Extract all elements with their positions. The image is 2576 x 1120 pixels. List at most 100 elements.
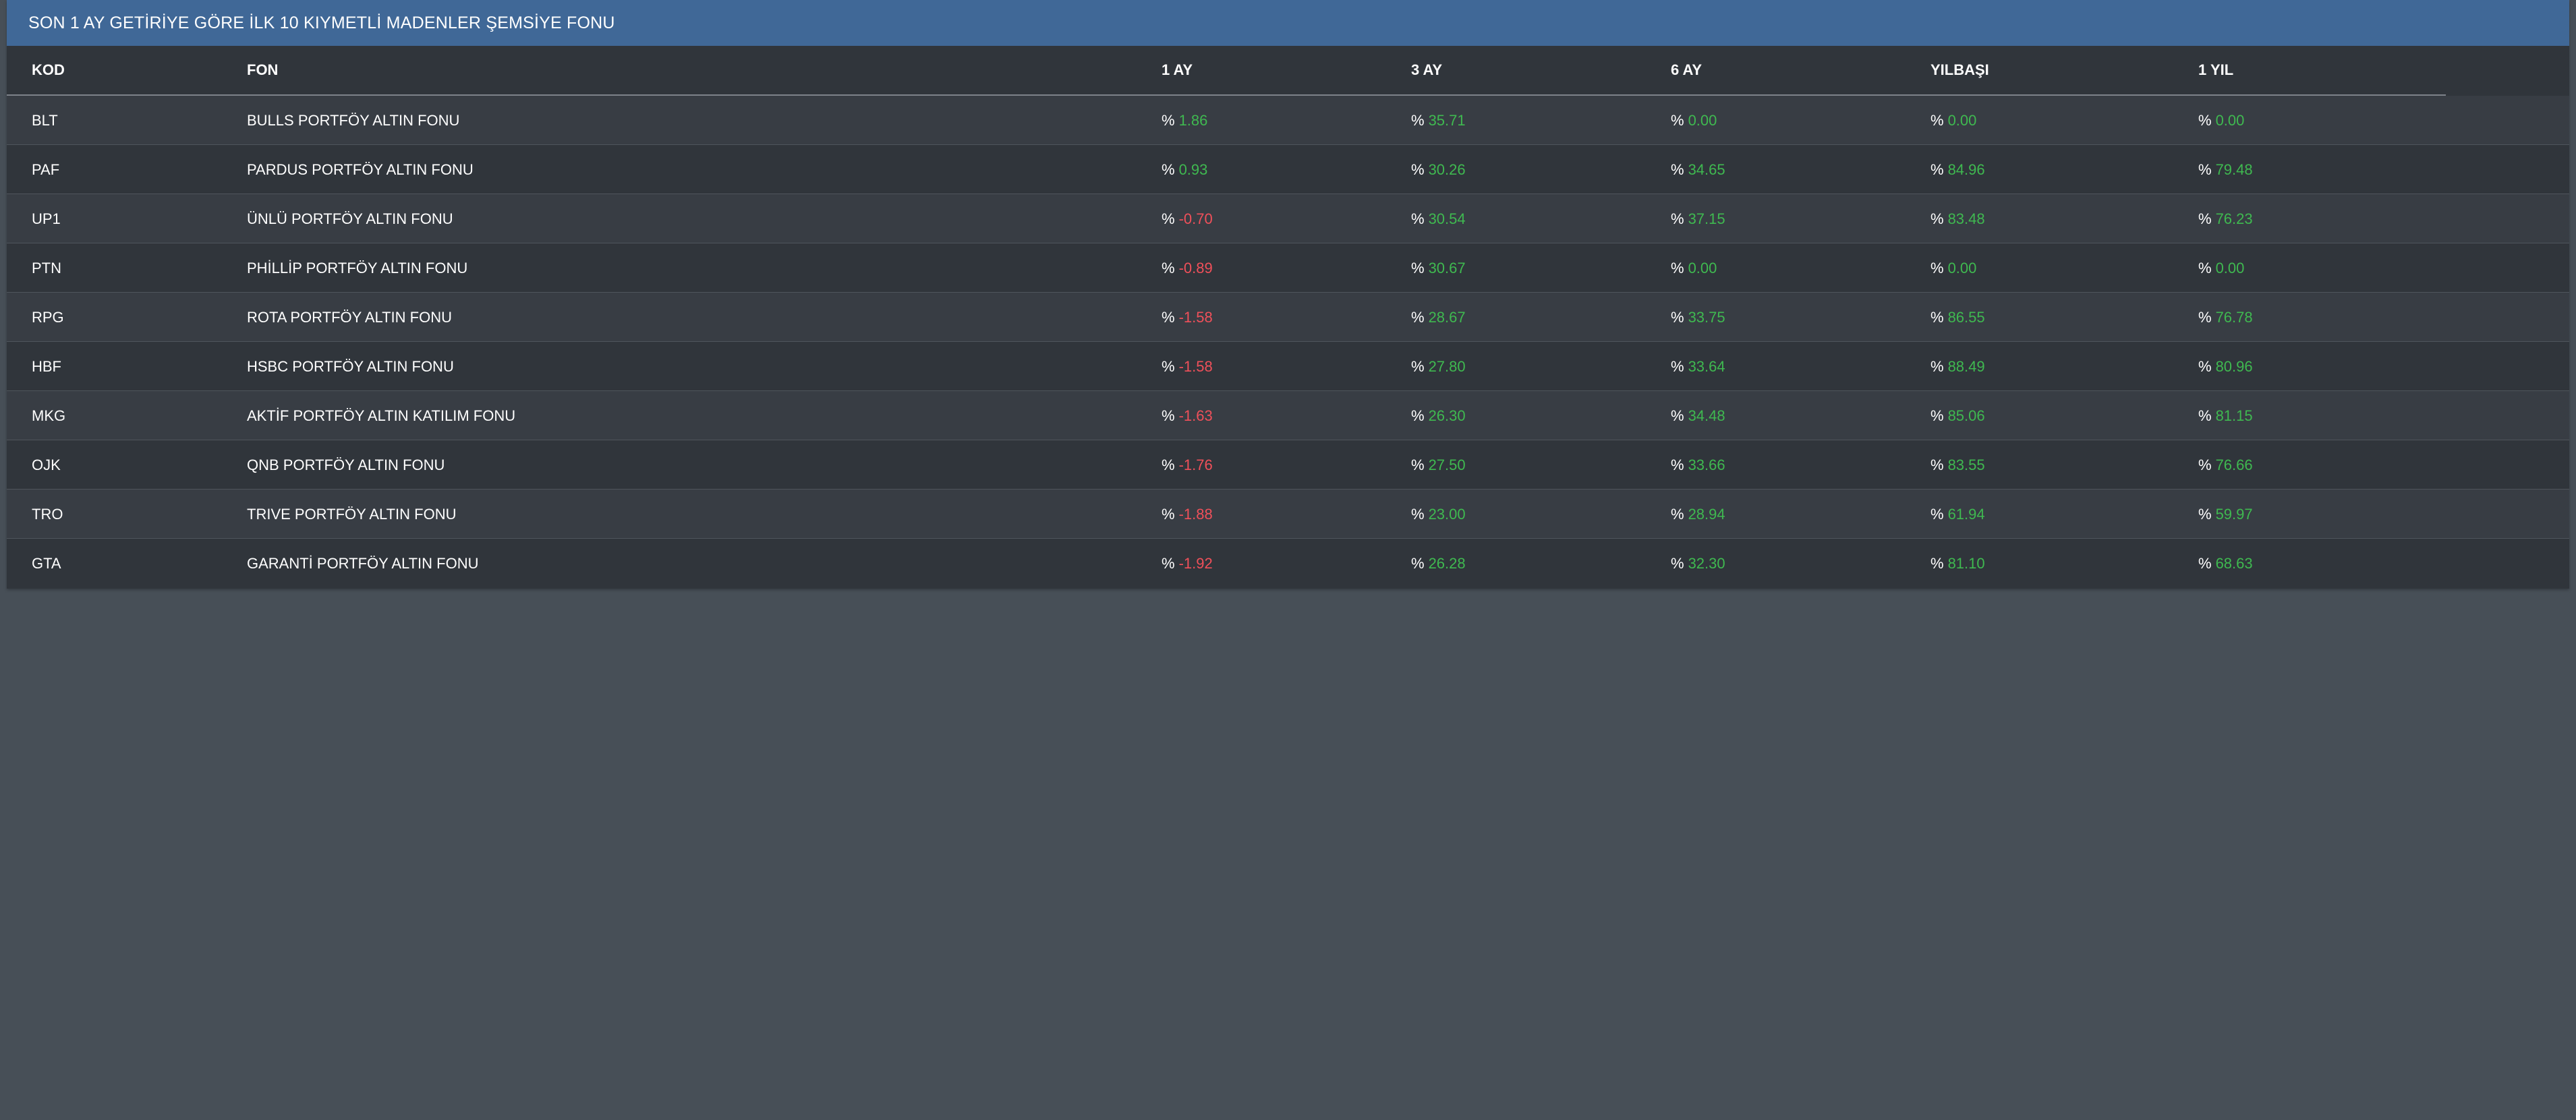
cell-3-ay: % 26.28 <box>1411 539 1466 588</box>
percent-sign: % <box>2198 309 2212 326</box>
table-row[interactable]: RPG ROTA PORTFÖY ALTIN FONU% -1.58% 28.67% 3… <box>7 293 2569 342</box>
cell-kod[interactable]: PAF <box>32 161 60 178</box>
cell-kod[interactable]: BLT <box>32 112 58 129</box>
table-row[interactable]: TRO TRIVE PORTFÖY ALTIN FONU % -1.88 % 23.00%… <box>7 490 2569 539</box>
cell-kod[interactable]: MKG <box>32 407 66 424</box>
percent-sign: % <box>1411 555 1425 572</box>
cell-yilbasi: % 83.55 <box>1930 440 1985 490</box>
percent-sign: % <box>2198 358 2212 375</box>
percent-sign: % <box>1930 407 1944 424</box>
return-value: -1.63 <box>1178 407 1213 424</box>
return-value: 26.30 <box>1428 407 1466 424</box>
cell-fon[interactable]: ÜNLÜ PORTFÖY ALTIN FONU <box>247 210 453 227</box>
table-row[interactable]: BLT BULLS PORTFÖY ALTIN FONU% 1.86% 35.71% 0… <box>7 96 2569 145</box>
table-row[interactable]: GTA GARANTİ PORTFÖY ALTIN FONU% -1.92% 26.2… <box>7 539 2569 588</box>
cell-1-yil: % 76.66 <box>2198 440 2253 490</box>
panel-header: SON 1 AY GETİRİYE GÖRE İLK 10 KIYMETLİ M… <box>7 0 2569 46</box>
cell-6-ay: % 33.64 <box>1671 342 1725 391</box>
table-row[interactable]: UP1 ÜNLÜ PORTFÖY ALTIN FONU% -0.70% 30.54% 3… <box>7 194 2569 243</box>
percent-sign: % <box>1930 555 1944 572</box>
cell-fon[interactable]: AKTİF PORTFÖY ALTIN KATILIM FONU <box>247 407 516 424</box>
return-value: 76.78 <box>2215 309 2253 326</box>
cell-kod[interactable]: UP1 <box>32 210 61 227</box>
return-value: 1.86 <box>1178 112 1208 129</box>
cell-6-ay: % 34.48 <box>1671 391 1725 440</box>
cell-kod[interactable]: RPG <box>32 309 64 326</box>
header-3-ay[interactable]: 3 AY <box>1411 61 1443 78</box>
cell-3-ay: % 30.67 <box>1411 243 1466 293</box>
return-value: 32.30 <box>1688 555 1725 572</box>
percent-sign: % <box>1671 161 1684 178</box>
cell-fon[interactable]: PHİLLİP PORTFÖY ALTIN FONU <box>247 260 468 276</box>
cell-kod[interactable]: PTN <box>32 260 61 276</box>
return-value: 27.50 <box>1428 456 1466 473</box>
header-1-ay[interactable]: 1 AY <box>1162 61 1193 78</box>
cell-fon[interactable]: PARDUS PORTFÖY ALTIN FONU <box>247 161 474 178</box>
cell-1-yil: % 68.63 <box>2198 539 2253 588</box>
percent-sign: % <box>1162 407 1175 424</box>
return-value: 85.06 <box>1947 407 1985 424</box>
cell-1-ay: % -1.88 <box>1162 490 1213 539</box>
percent-sign: % <box>1930 358 1944 375</box>
cell-yilbasi: % 61.94 <box>1930 490 1985 539</box>
cell-1-yil: % 0.00 <box>2198 243 2244 293</box>
cell-fon[interactable]: HSBC PORTFÖY ALTIN FONU <box>247 358 454 375</box>
cell-fon[interactable]: TRIVE PORTFÖY ALTIN FONU <box>247 506 457 523</box>
cell-kod[interactable]: HBF <box>32 358 61 375</box>
cell-3-ay: % 28.67 <box>1411 293 1466 342</box>
cell-yilbasi: % 84.96 <box>1930 145 1985 194</box>
table-row[interactable]: PTN PHİLLİP PORTFÖY ALTIN FONU% -0.89% 30.6… <box>7 243 2569 293</box>
return-value: 68.63 <box>2215 555 2253 572</box>
cell-fon[interactable]: GARANTİ PORTFÖY ALTIN FONU <box>247 555 479 572</box>
return-value: -1.58 <box>1178 358 1213 375</box>
cell-fon[interactable]: QNB PORTFÖY ALTIN FONU <box>247 456 445 473</box>
fund-ranking-panel: SON 1 AY GETİRİYE GÖRE İLK 10 KIYMETLİ M… <box>7 0 2569 589</box>
header-fon[interactable]: FON <box>247 61 279 78</box>
cell-yilbasi: % 0.00 <box>1930 96 1976 145</box>
cell-1-yil: % 76.78 <box>2198 293 2253 342</box>
percent-sign: % <box>1411 407 1425 424</box>
cell-fon[interactable]: ROTA PORTFÖY ALTIN FONU <box>247 309 452 326</box>
return-value: 34.65 <box>1688 161 1725 178</box>
percent-sign: % <box>1930 112 1944 129</box>
return-value: 0.00 <box>2215 260 2245 276</box>
percent-sign: % <box>2198 260 2212 276</box>
table-row[interactable]: OJK QNB PORTFÖY ALTIN FONU% -1.76% 27.50% 33… <box>7 440 2569 490</box>
cell-kod[interactable]: OJK <box>32 456 61 473</box>
cell-1-ay: % -1.58 <box>1162 342 1213 391</box>
percent-sign: % <box>1162 506 1175 523</box>
percent-sign: % <box>2198 112 2212 129</box>
cell-3-ay: % 30.26 <box>1411 145 1466 194</box>
return-value: 0.93 <box>1178 161 1208 178</box>
percent-sign: % <box>1671 555 1684 572</box>
cell-3-ay: % 27.50 <box>1411 440 1466 490</box>
table-row[interactable]: PAF PARDUS PORTFÖY ALTIN FONU% 0.93% 30.26%… <box>7 145 2569 194</box>
percent-sign: % <box>1162 358 1175 375</box>
return-value: 80.96 <box>2215 358 2253 375</box>
percent-sign: % <box>1162 555 1175 572</box>
return-value: -1.92 <box>1178 555 1213 572</box>
header-6-ay[interactable]: 6 AY <box>1671 61 1702 78</box>
cell-1-ay: % 0.93 <box>1162 145 1207 194</box>
table-row[interactable]: MKG AKTİF PORTFÖY ALTIN KATILIM FONU% -1.6… <box>7 391 2569 440</box>
cell-fon[interactable]: BULLS PORTFÖY ALTIN FONU <box>247 112 460 129</box>
return-value: 33.75 <box>1688 309 1725 326</box>
header-kod[interactable]: KOD <box>32 61 65 78</box>
header-yilbasi[interactable]: YILBAŞI <box>1930 61 1989 78</box>
cell-1-yil: % 0.00 <box>2198 96 2244 145</box>
return-value: 84.96 <box>1947 161 1985 178</box>
return-value: 27.80 <box>1428 358 1466 375</box>
cell-yilbasi: % 86.55 <box>1930 293 1985 342</box>
percent-sign: % <box>1162 210 1175 227</box>
table-row[interactable]: HBF HSBC PORTFÖY ALTIN FONU% -1.58% 27.80% 3… <box>7 342 2569 391</box>
cell-1-yil: % 76.23 <box>2198 194 2253 243</box>
header-1-yil[interactable]: 1 YIL <box>2198 61 2234 78</box>
percent-sign: % <box>1671 210 1684 227</box>
cell-kod[interactable]: GTA <box>32 555 61 572</box>
percent-sign: % <box>1162 260 1175 276</box>
cell-3-ay: % 23.00 <box>1411 490 1466 539</box>
cell-kod[interactable]: TRO <box>32 506 63 523</box>
return-value: 86.55 <box>1947 309 1985 326</box>
return-value: 33.66 <box>1688 456 1725 473</box>
cell-6-ay: % 28.94 <box>1671 490 1725 539</box>
